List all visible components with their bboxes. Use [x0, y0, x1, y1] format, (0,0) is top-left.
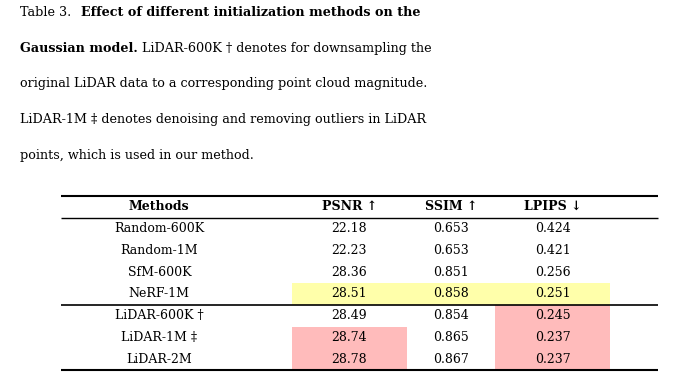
Text: 0.424: 0.424: [535, 222, 570, 235]
Text: 0.865: 0.865: [433, 331, 468, 344]
Text: 0.858: 0.858: [433, 287, 468, 300]
Text: 0.256: 0.256: [535, 265, 570, 279]
Text: Random-1M: Random-1M: [121, 244, 198, 257]
Text: 0.653: 0.653: [433, 244, 468, 257]
Text: LiDAR-600K †: LiDAR-600K †: [115, 309, 203, 322]
Text: 0.245: 0.245: [535, 309, 570, 322]
Text: Random-600K: Random-600K: [114, 222, 205, 235]
Text: points, which is used in our method.: points, which is used in our method.: [20, 149, 254, 162]
Text: 0.653: 0.653: [433, 222, 468, 235]
Text: Methods: Methods: [129, 200, 190, 213]
Bar: [495, 327, 610, 348]
Text: Gaussian model.: Gaussian model.: [20, 42, 138, 55]
Text: LiDAR-2M: LiDAR-2M: [127, 353, 192, 366]
Text: Effect of different initialization methods on the: Effect of different initialization metho…: [72, 6, 420, 19]
Text: 28.36: 28.36: [332, 265, 367, 279]
Text: 22.18: 22.18: [332, 222, 367, 235]
Text: 28.78: 28.78: [332, 353, 367, 366]
Text: Table 3.: Table 3.: [20, 6, 72, 19]
Text: 0.854: 0.854: [433, 309, 468, 322]
Bar: [495, 348, 610, 370]
Text: LiDAR-600K † denotes for downsampling the: LiDAR-600K † denotes for downsampling th…: [138, 42, 432, 55]
Text: 0.251: 0.251: [535, 287, 570, 300]
Bar: [292, 348, 407, 370]
Text: LPIPS ↓: LPIPS ↓: [524, 200, 581, 213]
Text: 0.867: 0.867: [433, 353, 468, 366]
Text: 22.23: 22.23: [332, 244, 367, 257]
Text: NeRF-1M: NeRF-1M: [129, 287, 190, 300]
Text: original LiDAR data to a corresponding point cloud magnitude.: original LiDAR data to a corresponding p…: [20, 77, 428, 91]
Text: 28.51: 28.51: [332, 287, 367, 300]
Text: PSNR ↑: PSNR ↑: [321, 200, 377, 213]
Text: 0.421: 0.421: [535, 244, 570, 257]
Text: 28.49: 28.49: [332, 309, 367, 322]
Bar: [292, 327, 407, 348]
Text: 0.851: 0.851: [433, 265, 468, 279]
Text: 0.237: 0.237: [535, 331, 570, 344]
Bar: [393, 283, 508, 305]
Bar: [495, 283, 610, 305]
Text: LiDAR-1M ‡ denotes denoising and removing outliers in LiDAR: LiDAR-1M ‡ denotes denoising and removin…: [20, 113, 426, 126]
Text: LiDAR-1M ‡: LiDAR-1M ‡: [121, 331, 197, 344]
Bar: [292, 283, 407, 305]
Bar: [495, 305, 610, 327]
Text: SfM-600K: SfM-600K: [127, 265, 191, 279]
Text: 28.74: 28.74: [332, 331, 367, 344]
Text: 0.237: 0.237: [535, 353, 570, 366]
Text: SSIM ↑: SSIM ↑: [424, 200, 477, 213]
